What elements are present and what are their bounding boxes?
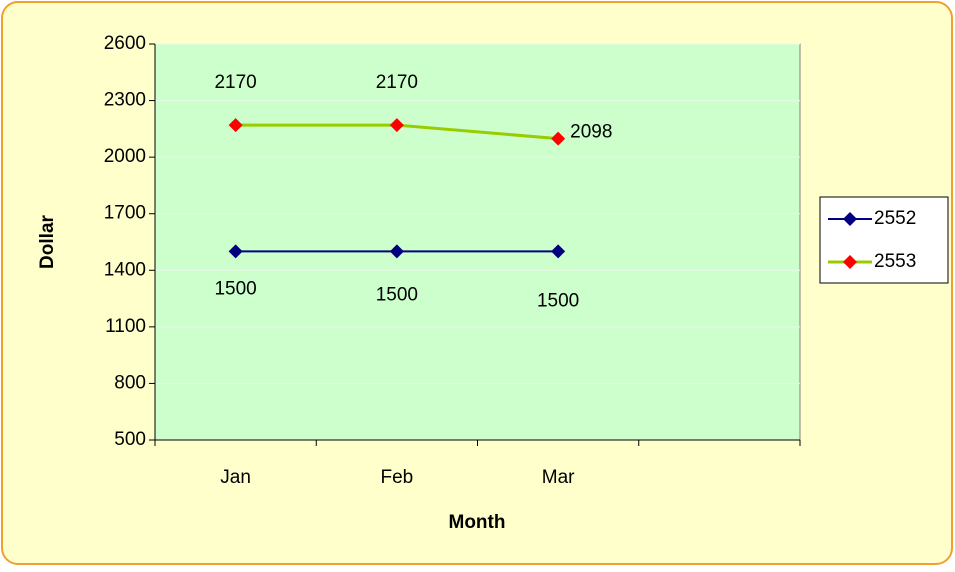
data-label: 1500 bbox=[376, 284, 418, 305]
x-tick-label: Feb bbox=[381, 467, 414, 488]
data-point bbox=[551, 244, 566, 259]
data-label: 2098 bbox=[570, 122, 612, 143]
data-label: 2170 bbox=[214, 72, 256, 93]
y-tick-label: 500 bbox=[114, 429, 146, 450]
data-point bbox=[228, 118, 243, 133]
data-point bbox=[389, 244, 404, 259]
y-tick-label: 1700 bbox=[104, 203, 146, 224]
plot-area bbox=[154, 43, 801, 441]
x-axis-label: Month bbox=[449, 512, 506, 533]
y-tick-label: 2600 bbox=[104, 33, 146, 54]
y-axis-label: Dollar bbox=[37, 214, 58, 268]
data-point bbox=[551, 131, 566, 146]
y-tick-label: 800 bbox=[114, 372, 146, 393]
legend-label: 2552 bbox=[874, 208, 916, 229]
data-point bbox=[389, 118, 404, 133]
data-label: 2170 bbox=[376, 72, 418, 93]
legend bbox=[819, 196, 949, 284]
y-tick-label: 2300 bbox=[104, 90, 146, 111]
data-label: 1500 bbox=[214, 278, 256, 299]
data-label: 1500 bbox=[537, 290, 579, 311]
y-tick-label: 1100 bbox=[105, 316, 146, 337]
legend-marker bbox=[843, 255, 857, 269]
y-tick-label: 1400 bbox=[104, 259, 146, 280]
x-tick-label: Mar bbox=[542, 467, 575, 488]
y-tick-label: 2000 bbox=[104, 146, 146, 167]
data-point bbox=[228, 244, 243, 259]
x-tick-label: Jan bbox=[220, 467, 251, 488]
legend-label: 2553 bbox=[874, 251, 916, 272]
legend-marker bbox=[843, 212, 857, 226]
